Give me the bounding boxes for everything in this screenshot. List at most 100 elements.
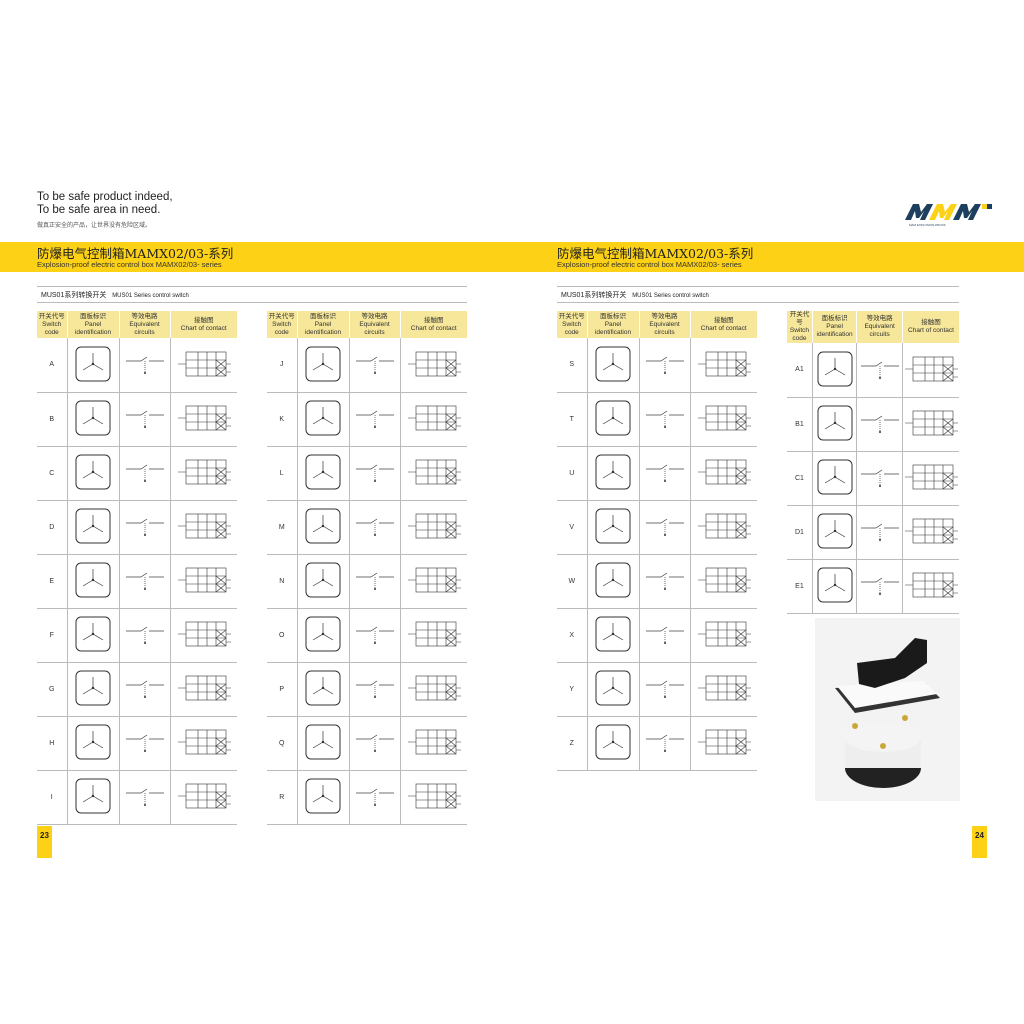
band-right: 防爆电气控制箱MAMX02/03-系列 Explosion-proof elec…: [557, 247, 753, 269]
panel-identification-icon: [297, 716, 350, 771]
title-band: [0, 242, 1024, 272]
contact-chart-icon: [170, 500, 237, 555]
switch-code: Y: [557, 662, 588, 717]
panel-identification-icon: [812, 343, 858, 398]
table-row: U: [557, 446, 757, 501]
table-row: V: [557, 500, 757, 555]
header-chart: 接触图 Chart of contact: [170, 311, 237, 338]
contact-chart-icon: [170, 662, 237, 717]
contact-chart-icon: [690, 338, 757, 393]
panel-identification-icon: [67, 770, 120, 825]
contact-chart-icon: [400, 770, 467, 825]
equivalent-circuit-icon: [639, 716, 691, 771]
contact-chart-icon: [400, 500, 467, 555]
panel-identification-icon: [587, 392, 640, 447]
panel-identification-icon: [67, 446, 120, 501]
switch-table: 开关代号 Switch code 面板标识 Panel identification 等效电…: [787, 311, 959, 614]
table-row: I: [37, 770, 237, 825]
equivalent-circuit-icon: [119, 500, 171, 555]
header-code: 开关代号 Switch code: [787, 311, 813, 343]
panel-identification-icon: [297, 338, 350, 393]
panel-identification-icon: [812, 559, 858, 614]
switch-code: P: [267, 662, 298, 717]
table-row: A1: [787, 343, 959, 398]
contact-chart-icon: [170, 716, 237, 771]
equivalent-circuit-icon: [119, 662, 171, 717]
switch-code: M: [267, 500, 298, 555]
divider: [37, 286, 467, 287]
contact-chart-icon: [170, 608, 237, 663]
table-row: F: [37, 608, 237, 663]
switch-code: Z: [557, 716, 588, 771]
header-chart: 接触图 Chart of contact: [400, 311, 467, 338]
table-row: M: [267, 500, 467, 555]
panel-identification-icon: [297, 392, 350, 447]
divider: [37, 302, 467, 303]
table-header: 开关代号 Switch code 面板标识 Panel identification 等效电…: [787, 311, 959, 343]
table-row: Q: [267, 716, 467, 771]
equivalent-circuit-icon: [349, 716, 401, 771]
switch-code: C1: [787, 451, 813, 506]
panel-identification-icon: [812, 451, 858, 506]
switch-code: J: [267, 338, 298, 393]
equivalent-circuit-icon: [349, 770, 401, 825]
contact-chart-icon: [170, 554, 237, 609]
equivalent-circuit-icon: [639, 662, 691, 717]
equivalent-circuit-icon: [639, 338, 691, 393]
panel-identification-icon: [587, 608, 640, 663]
contact-chart-icon: [170, 392, 237, 447]
panel-identification-icon: [587, 500, 640, 555]
header-circuit: 等效电路 Equivalent circuits: [119, 311, 171, 338]
equivalent-circuit-icon: [639, 392, 691, 447]
contact-chart-icon: [690, 662, 757, 717]
equivalent-circuit-icon: [119, 446, 171, 501]
table-row: Z: [557, 716, 757, 771]
switch-code: G: [37, 662, 68, 717]
equivalent-circuit-icon: [856, 343, 903, 398]
switch-table: 开关代号 Switch code 面板标识 Panel identification 等效电…: [267, 311, 467, 825]
equivalent-circuit-icon: [349, 662, 401, 717]
header-circuit: 等效电路 Equivalent circuits: [639, 311, 691, 338]
tagline-line-2: To be safe area in need.: [37, 204, 161, 216]
table-row: A: [37, 338, 237, 393]
table-row: B1: [787, 397, 959, 452]
table-row: G: [37, 662, 237, 717]
panel-identification-icon: [67, 662, 120, 717]
header-circuit: 等效电路 Equivalent circuits: [349, 311, 401, 338]
contact-chart-icon: [902, 451, 959, 506]
section-heading: MUS01系列转换开关 MUS01 Series control switch: [41, 292, 189, 299]
equivalent-circuit-icon: [856, 505, 903, 560]
equivalent-circuit-icon: [119, 554, 171, 609]
table-row: B: [37, 392, 237, 447]
page-number-right: 24: [972, 826, 987, 858]
contact-chart-icon: [400, 716, 467, 771]
contact-chart-icon: [400, 446, 467, 501]
panel-identification-icon: [587, 338, 640, 393]
switch-product-photo: [815, 618, 960, 801]
equivalent-circuit-icon: [119, 716, 171, 771]
contact-chart-icon: [690, 608, 757, 663]
equivalent-circuit-icon: [349, 554, 401, 609]
contact-chart-icon: [690, 392, 757, 447]
header-panel: 面板标识 Panel identification: [297, 311, 350, 338]
tagline-line-1: To be safe product indeed,: [37, 191, 173, 203]
equivalent-circuit-icon: [349, 446, 401, 501]
equivalent-circuit-icon: [856, 397, 903, 452]
contact-chart-icon: [170, 770, 237, 825]
divider: [557, 302, 959, 303]
band-subtitle: Explosion-proof electric control box MAM…: [557, 260, 742, 269]
header-panel: 面板标识 Panel identification: [812, 311, 858, 343]
switch-code: V: [557, 500, 588, 555]
table-header: 开关代号 Switch code 面板标识 Panel identification 等效电…: [557, 311, 757, 338]
switch-code: C: [37, 446, 68, 501]
table-row: D: [37, 500, 237, 555]
panel-identification-icon: [587, 554, 640, 609]
table-row: H: [37, 716, 237, 771]
panel-identification-icon: [67, 716, 120, 771]
header-panel: 面板标识 Panel identification: [67, 311, 120, 338]
switch-code: F: [37, 608, 68, 663]
switch-code: B: [37, 392, 68, 447]
panel-identification-icon: [587, 716, 640, 771]
switch-table: 开关代号 Switch code 面板标识 Panel identification 等效电…: [37, 311, 237, 825]
page-number-left: 23: [37, 826, 52, 858]
